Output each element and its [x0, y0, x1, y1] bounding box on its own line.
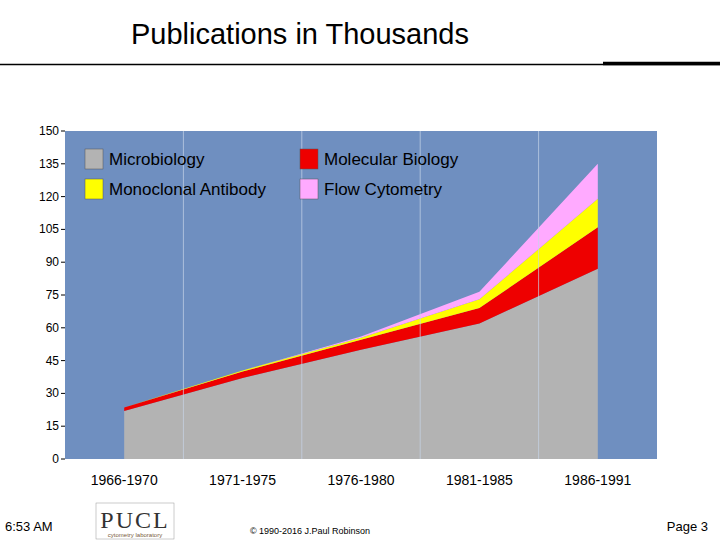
plot-area: [65, 131, 657, 459]
legend-label: Flow Cytometry: [324, 180, 443, 199]
y-tick: [61, 426, 65, 427]
title: Publications in Thousands: [131, 18, 469, 50]
y-tick: [61, 393, 65, 394]
y-tick: [61, 163, 65, 164]
y-tick: [61, 229, 65, 230]
y-tick-label: 135: [39, 157, 59, 171]
x-tick-label: 1966-1970: [91, 472, 158, 488]
y-tick: [61, 196, 65, 197]
y-tick: [61, 360, 65, 361]
y-tick: [61, 262, 65, 263]
y-tick-label: 60: [46, 321, 60, 335]
y-tick: [61, 295, 65, 296]
legend-swatch: [85, 149, 103, 169]
x-tick-label: 1981-1985: [446, 472, 513, 488]
y-tick-label: 0: [52, 452, 59, 466]
area: [124, 199, 598, 408]
area: [124, 164, 598, 408]
page-number: Page 3: [667, 519, 708, 534]
y-tick: [61, 327, 65, 328]
x-tick-label: 1971-1975: [209, 472, 276, 488]
logo-subtitle: cytometry laboratory: [108, 532, 162, 538]
x-tick-label: 1976-1980: [328, 472, 395, 488]
title-rule: [0, 64, 720, 66]
logo: PUCL: [100, 507, 169, 533]
slide: Publications in Thousands 0 15 30 45 60 75 90 10…: [0, 0, 720, 540]
y-tick-label: 105: [39, 222, 59, 236]
y-tick-label: 15: [46, 419, 60, 433]
series-group: [124, 164, 598, 459]
copyright: © 1990-2016 J.Paul Robinson: [250, 526, 370, 536]
x-tick-label: 1986-1991: [564, 472, 631, 488]
y-tick-label: 120: [39, 190, 59, 204]
y-tick: [61, 131, 65, 132]
y-tick-label: 150: [39, 124, 59, 138]
legend-label: Monoclonal Antibody: [109, 180, 266, 199]
legend-swatch: [300, 149, 318, 169]
y-tick-label: 45: [46, 354, 60, 368]
grid-line: [538, 131, 539, 459]
legend-swatch: [300, 179, 318, 199]
legend: Microbiology Molecular Biology Monoclonal …: [85, 149, 459, 199]
y-tick-label: 30: [46, 386, 60, 400]
y-tick: [61, 459, 65, 460]
legend-label: Molecular Biology: [324, 150, 459, 169]
legend-swatch: [85, 179, 103, 199]
logo-box: [96, 503, 174, 539]
y-tick-label: 90: [46, 255, 60, 269]
y-tick-label: 75: [46, 288, 60, 302]
legend-label: Microbiology: [109, 150, 205, 169]
time: 6:53 AM: [5, 519, 53, 534]
title-rule-accent: [603, 62, 720, 66]
